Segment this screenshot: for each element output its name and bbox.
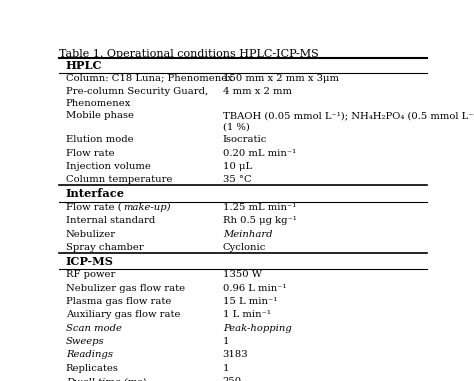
- Text: 15 L min⁻¹: 15 L min⁻¹: [223, 297, 277, 306]
- Text: Flow rate (: Flow rate (: [66, 203, 121, 212]
- Text: Meinhard: Meinhard: [223, 229, 272, 239]
- Text: Rh 0.5 μg kg⁻¹: Rh 0.5 μg kg⁻¹: [223, 216, 296, 225]
- Text: Interface: Interface: [66, 189, 125, 199]
- Text: 1350 W: 1350 W: [223, 270, 262, 279]
- Text: Pre-column Security Guard,
Phenomenex: Pre-column Security Guard, Phenomenex: [66, 87, 208, 108]
- Text: Table 1. Operational conditions HPLC-ICP-MS: Table 1. Operational conditions HPLC-ICP…: [59, 49, 319, 59]
- Text: 3183: 3183: [223, 351, 248, 359]
- Text: 1.25 mL min⁻¹: 1.25 mL min⁻¹: [223, 203, 296, 212]
- Text: Nebulizer gas flow rate: Nebulizer gas flow rate: [66, 283, 185, 293]
- Text: 10 μL: 10 μL: [223, 162, 252, 171]
- Text: Column temperature: Column temperature: [66, 175, 173, 184]
- Text: Dwell time (ms): Dwell time (ms): [66, 377, 146, 381]
- Text: 1: 1: [223, 337, 229, 346]
- Text: make-up): make-up): [123, 203, 170, 212]
- Text: Plasma gas flow rate: Plasma gas flow rate: [66, 297, 171, 306]
- Text: Replicates: Replicates: [66, 364, 119, 373]
- Text: Peak-hopping: Peak-hopping: [223, 324, 292, 333]
- Text: Scan mode: Scan mode: [66, 324, 122, 333]
- Text: Nebulizer: Nebulizer: [66, 229, 116, 239]
- Text: 4 mm x 2 mm: 4 mm x 2 mm: [223, 87, 292, 96]
- Text: ICP-MS: ICP-MS: [66, 256, 114, 267]
- Text: Readings: Readings: [66, 351, 113, 359]
- Text: RF power: RF power: [66, 270, 115, 279]
- Text: 150 mm x 2 mm x 3μm: 150 mm x 2 mm x 3μm: [223, 74, 339, 83]
- Text: 35 °C: 35 °C: [223, 175, 251, 184]
- Text: Sweeps: Sweeps: [66, 337, 104, 346]
- Text: Flow rate: Flow rate: [66, 149, 115, 158]
- Text: 0.20 mL min⁻¹: 0.20 mL min⁻¹: [223, 149, 296, 158]
- Text: HPLC: HPLC: [66, 59, 102, 70]
- Text: Isocratic: Isocratic: [223, 135, 267, 144]
- Text: 250: 250: [223, 377, 242, 381]
- Text: 0.96 L min⁻¹: 0.96 L min⁻¹: [223, 283, 286, 293]
- Text: Injection volume: Injection volume: [66, 162, 151, 171]
- Text: Internal standard: Internal standard: [66, 216, 155, 225]
- Text: 1 L min⁻¹: 1 L min⁻¹: [223, 311, 271, 319]
- Text: Mobile phase: Mobile phase: [66, 111, 134, 120]
- Text: 1: 1: [223, 364, 229, 373]
- Text: Cyclonic: Cyclonic: [223, 243, 266, 252]
- Text: Spray chamber: Spray chamber: [66, 243, 144, 252]
- Text: Elution mode: Elution mode: [66, 135, 134, 144]
- Text: TBAOH (0.05 mmol L⁻¹); NH₄H₂PO₄ (0.5 mmol L⁻¹); ACN
(1 %): TBAOH (0.05 mmol L⁻¹); NH₄H₂PO₄ (0.5 mmo…: [223, 111, 474, 132]
- Text: Auxiliary gas flow rate: Auxiliary gas flow rate: [66, 311, 181, 319]
- Text: Column: C18 Luna; Phenomenex: Column: C18 Luna; Phenomenex: [66, 74, 233, 83]
